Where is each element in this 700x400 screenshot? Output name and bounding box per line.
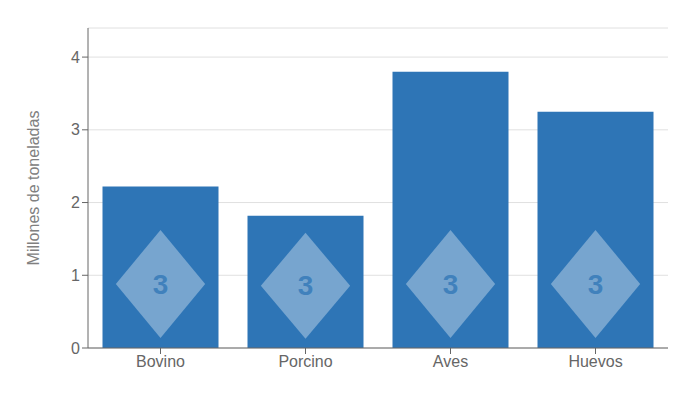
svg-text:Aves: Aves — [433, 353, 468, 370]
svg-text:Bovino: Bovino — [136, 353, 185, 370]
svg-text:3: 3 — [588, 269, 604, 300]
svg-text:Porcino: Porcino — [278, 353, 332, 370]
svg-text:0: 0 — [71, 340, 80, 357]
svg-text:3: 3 — [71, 121, 80, 138]
svg-text:Millones de toneladas: Millones de toneladas — [25, 111, 42, 266]
svg-text:3: 3 — [153, 269, 169, 300]
svg-text:2: 2 — [71, 194, 80, 211]
svg-text:3: 3 — [443, 269, 459, 300]
svg-text:3: 3 — [298, 270, 314, 301]
svg-text:1: 1 — [71, 267, 80, 284]
svg-text:4: 4 — [71, 49, 80, 66]
svg-text:Huevos: Huevos — [568, 353, 622, 370]
